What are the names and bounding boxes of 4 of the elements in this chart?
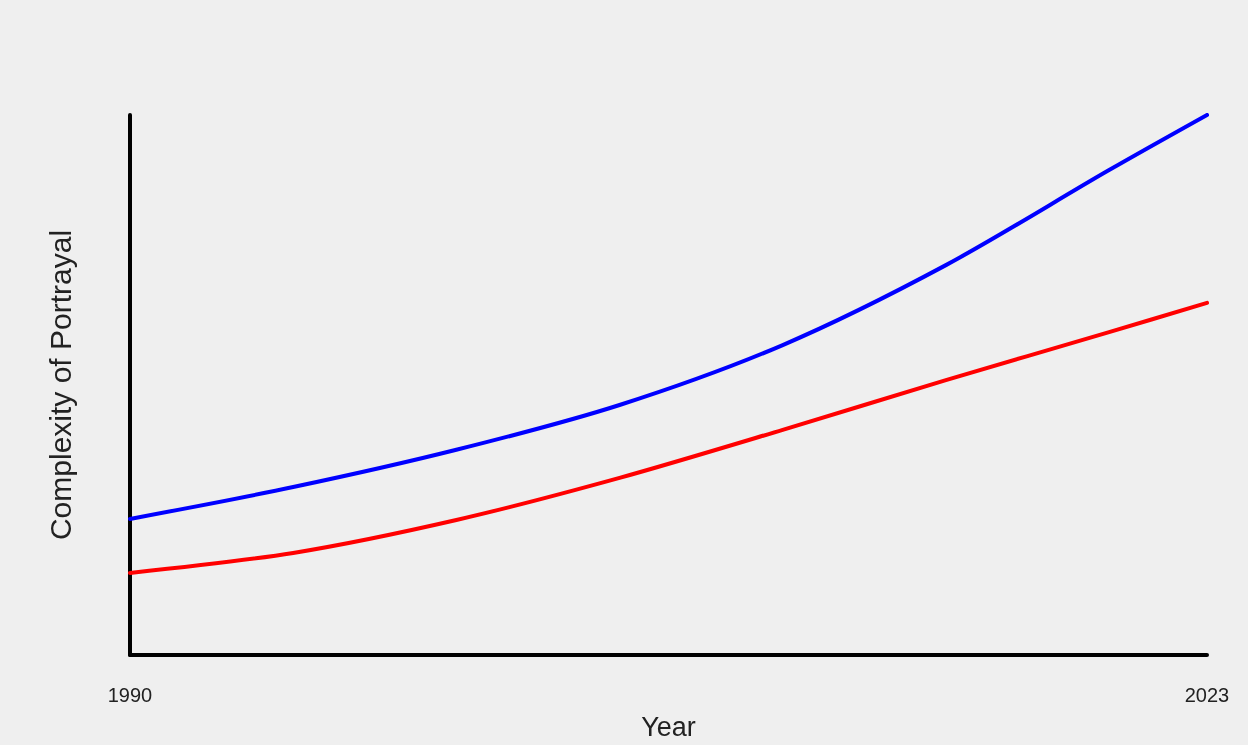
x-axis-title: Year	[641, 711, 696, 742]
x-tick-label: 1990	[107, 684, 153, 706]
x-tick-label: 2023	[1184, 684, 1230, 706]
y-axis-title: Complexity of Portrayal	[43, 229, 77, 541]
